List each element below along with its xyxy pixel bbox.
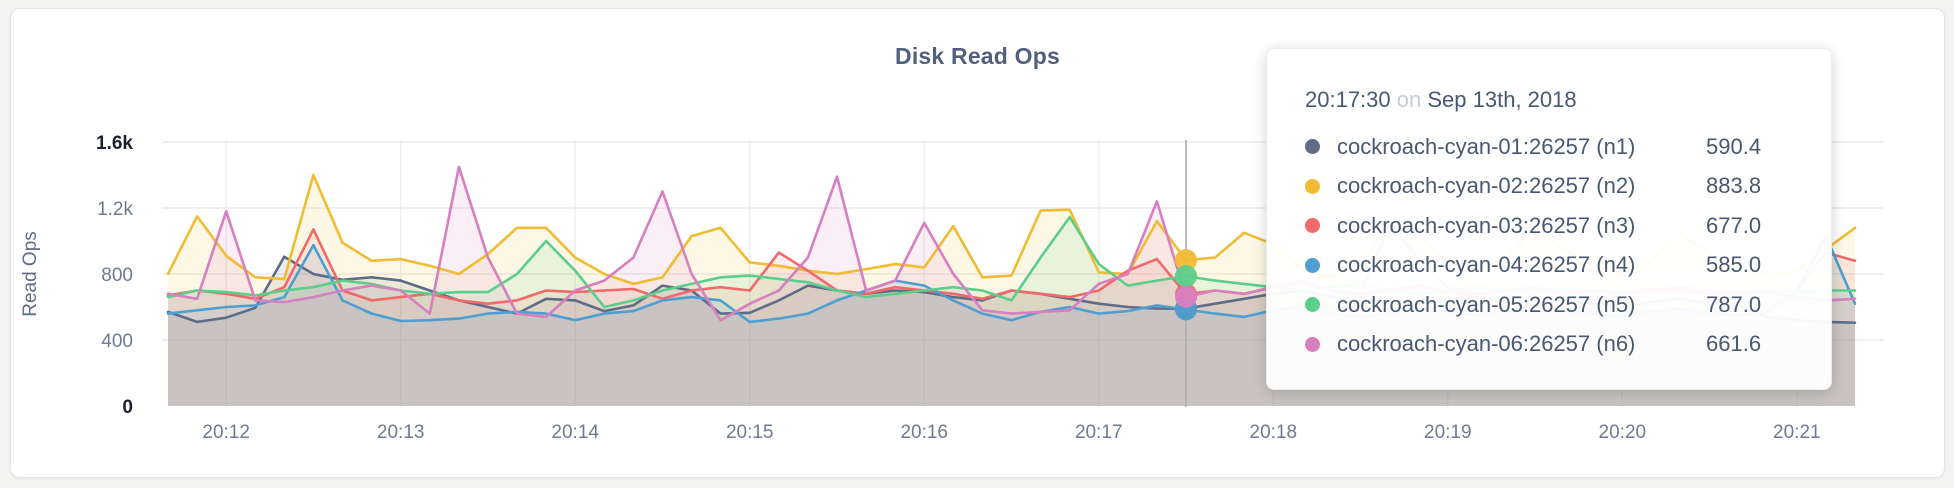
series-value: 883.8: [1706, 173, 1762, 199]
series-name: cockroach-cyan-05:26257 (n5): [1337, 291, 1636, 317]
x-tick-label: 20:16: [900, 422, 948, 443]
x-tick-label: 20:13: [377, 422, 425, 443]
tooltip-date: Sep 13th, 2018: [1427, 87, 1577, 112]
x-tick-label: 20:14: [551, 422, 599, 443]
tooltip-on-label: on: [1396, 87, 1422, 112]
tooltip-header: 20:17:30 on Sep 13th, 2018: [1305, 87, 1831, 113]
series-name: cockroach-cyan-01:26257 (n1): [1337, 133, 1636, 159]
y-tick-label: 1.6k: [96, 133, 133, 154]
series-name: cockroach-cyan-06:26257 (n6): [1337, 331, 1636, 357]
series-color-dot: [1305, 178, 1320, 194]
hover-point-n5: [1175, 265, 1198, 288]
x-tick-label: 20:19: [1424, 422, 1472, 443]
y-tick-label: 0: [122, 397, 133, 418]
series-name: cockroach-cyan-02:26257 (n2): [1337, 173, 1636, 199]
series-value: 661.6: [1706, 331, 1762, 357]
series-value: 677.0: [1706, 212, 1762, 238]
series-name: cockroach-cyan-03:26257 (n3): [1337, 212, 1636, 238]
tooltip-rows: cockroach-cyan-01:26257 (n1) 590.4 cockr…: [1305, 127, 1831, 364]
y-tick-label: 800: [101, 265, 133, 286]
y-axis-title: Read Ops: [20, 231, 41, 317]
tooltip-row: cockroach-cyan-01:26257 (n1) 590.4: [1305, 127, 1831, 167]
chart-title: Disk Read Ops: [895, 43, 1060, 69]
tooltip-row: cockroach-cyan-05:26257 (n5) 787.0: [1305, 285, 1831, 325]
tooltip-row: cockroach-cyan-02:26257 (n2) 883.8: [1305, 167, 1831, 207]
series-color-dot: [1305, 257, 1320, 273]
hover-point-n2: [1175, 249, 1198, 272]
series-value: 590.4: [1706, 133, 1762, 159]
series-color-dot: [1305, 139, 1320, 155]
x-tick-label: 20:20: [1599, 422, 1647, 443]
tooltip-row: cockroach-cyan-03:26257 (n3) 677.0: [1305, 206, 1831, 246]
hover-point-n6: [1175, 285, 1198, 308]
x-tick-label: 20:21: [1773, 422, 1821, 443]
y-tick-label: 400: [101, 331, 133, 352]
x-tick-label: 20:15: [726, 422, 774, 443]
tooltip-time: 20:17:30: [1305, 87, 1391, 112]
hover-tooltip: 20:17:30 on Sep 13th, 2018 cockroach-cya…: [1266, 48, 1832, 390]
x-tick-label: 20:12: [202, 422, 250, 443]
series-color-dot: [1305, 336, 1320, 352]
tooltip-row: cockroach-cyan-06:26257 (n6) 661.6: [1305, 325, 1831, 365]
series-value: 787.0: [1706, 291, 1762, 317]
series-value: 585.0: [1706, 252, 1762, 278]
x-tick-label: 20:18: [1250, 422, 1298, 443]
x-tick-label: 20:17: [1075, 422, 1123, 443]
series-color-dot: [1305, 297, 1320, 313]
series-color-dot: [1305, 218, 1320, 234]
series-name: cockroach-cyan-04:26257 (n4): [1337, 252, 1636, 278]
y-tick-label: 1.2k: [97, 199, 133, 220]
tooltip-row: cockroach-cyan-04:26257 (n4) 585.0: [1305, 246, 1831, 286]
